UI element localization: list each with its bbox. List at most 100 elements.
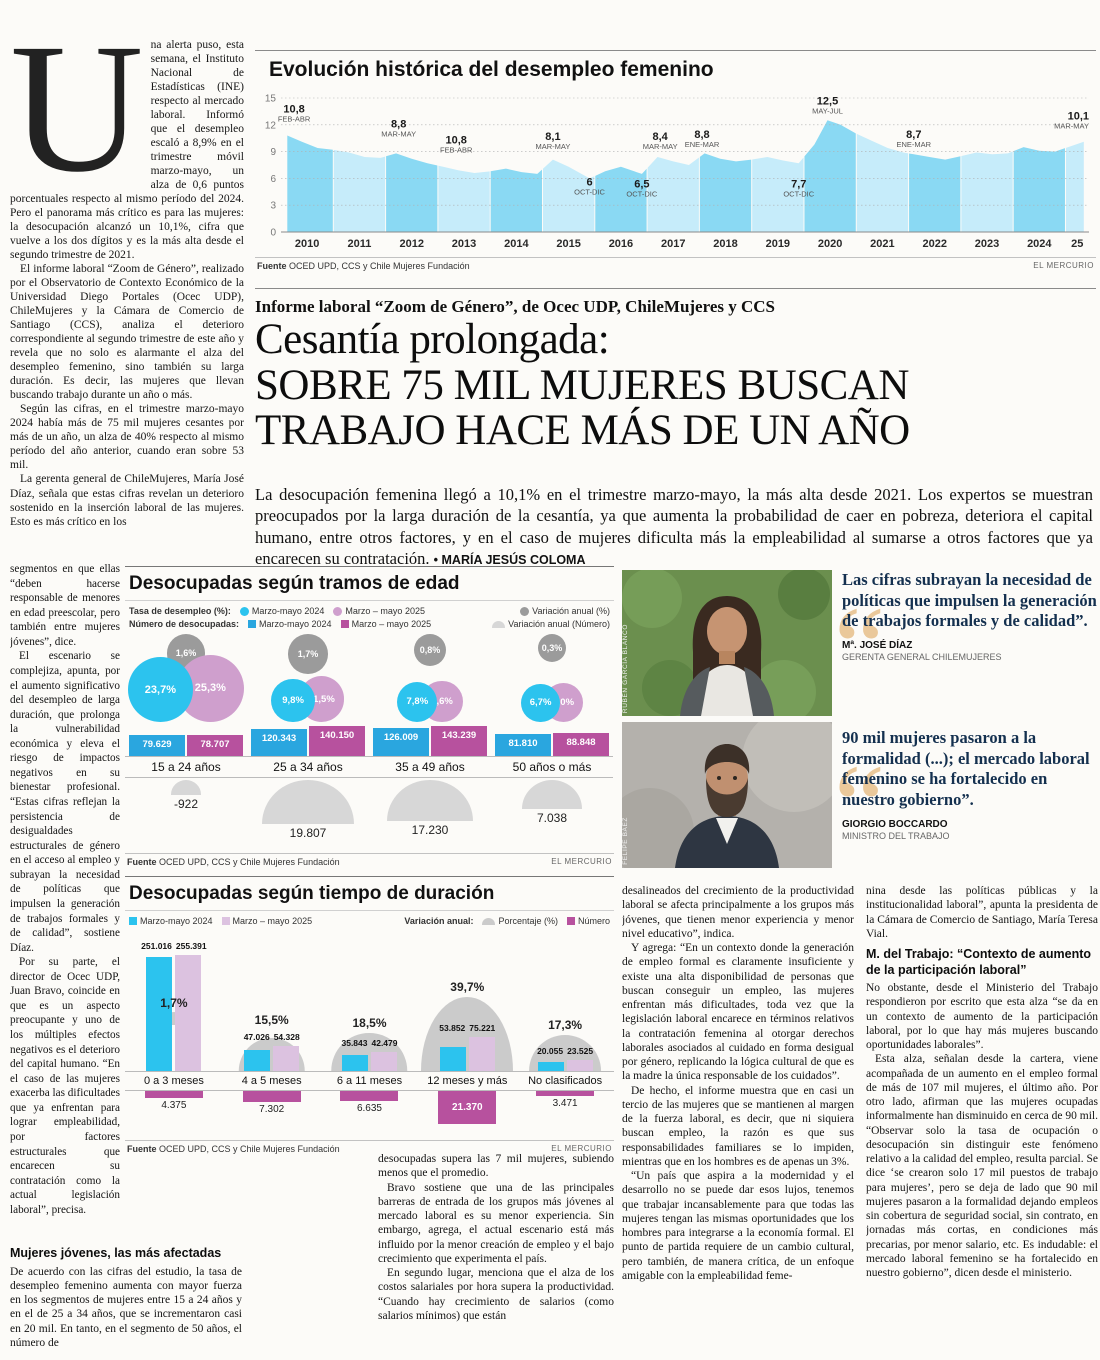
variation-arch bbox=[262, 780, 354, 824]
left-column-lower: segmentos en que ellas “deben hacerse re… bbox=[10, 562, 120, 1238]
bar-values: 35.843 42.479 bbox=[341, 1037, 398, 1048]
svg-text:8,8: 8,8 bbox=[694, 129, 709, 141]
bar-2024 bbox=[244, 1049, 271, 1071]
byline: • MARÍA JESÚS COLOMA bbox=[433, 553, 586, 568]
bar-2025 bbox=[468, 1036, 495, 1071]
quote-role: GERENTA GENERAL CHILEMUJERES bbox=[842, 651, 1002, 662]
legend-swatch-arch-icon bbox=[492, 620, 506, 628]
paragraph: De hecho, el informe muestra que en casi… bbox=[622, 1084, 854, 1168]
body-column-4: nina desde las políticas públicas y la i… bbox=[866, 884, 1098, 1358]
paragraph: La gerenta general de ChileMujeres, Marí… bbox=[10, 473, 244, 528]
duration-group: 17,3% 20.055 23.525 No clasificados 3.471 bbox=[516, 931, 614, 1137]
chart-legend: Tasa de desempleo (%): Marzo-mayo 2024 Mar… bbox=[125, 601, 614, 634]
duration-plot: 39,7% 53.852 75.221 bbox=[418, 931, 516, 1071]
number-2024-bar: 120.343 bbox=[251, 728, 307, 756]
chart-source-row: Fuente OCED UPD, CCS y Chile Mujeres Fun… bbox=[125, 853, 614, 867]
duration-bars bbox=[516, 1060, 614, 1071]
legend-item: Marzo-mayo 2024 bbox=[239, 606, 324, 616]
duration-label: No clasificados bbox=[516, 1071, 614, 1091]
paragraph: “Un país que aspira a la modernidad y el… bbox=[622, 1170, 854, 1282]
bar-values: 47.026 54.328 bbox=[243, 1032, 300, 1043]
svg-text:8,1: 8,1 bbox=[545, 131, 560, 143]
variation-number-bar bbox=[536, 1091, 595, 1097]
svg-text:7,7: 7,7 bbox=[791, 178, 806, 190]
chart-source: Fuente OCED UPD, CCS y Chile Mujeres Fun… bbox=[257, 261, 470, 271]
headline-line3: TRABAJO HACE MÁS DE UN AÑO bbox=[255, 407, 910, 455]
legend-swatch-square-icon bbox=[566, 917, 575, 925]
legend-swatch-square-icon bbox=[221, 917, 230, 925]
variation-number-zone: 7.038 bbox=[491, 778, 613, 850]
paragraph: Por su parte, el director de Ocec UDP, J… bbox=[10, 956, 120, 1216]
chart-title: Desocupadas según tramos de edad bbox=[125, 567, 614, 601]
legend-swatch-circle-icon bbox=[333, 606, 343, 616]
variation-number: 7.038 bbox=[536, 810, 568, 825]
age-groups: 1,6% 23,7% 25,3% 79.629 78.707 15 a 24 años -9… bbox=[125, 634, 614, 850]
svg-text:2015: 2015 bbox=[556, 238, 580, 250]
publication-credit: EL MERCURIO bbox=[551, 1144, 612, 1153]
chart-title: Evolución histórica del desempleo femeni… bbox=[269, 58, 714, 81]
paragraph: El escenario se complejiza, apunta, por … bbox=[10, 650, 120, 954]
paragraph: nina desde las políticas públicas y la i… bbox=[866, 885, 1098, 940]
quote-name: GIORGIO BOCCARDO bbox=[842, 818, 948, 830]
headline-line1: Cesantía prolongada: bbox=[255, 316, 610, 363]
age-groups-chart: Desocupadas según tramos de edad Tasa de… bbox=[125, 566, 614, 867]
number-2025-bar: 140.150 bbox=[309, 726, 365, 756]
duration-group: 39,7% 53.852 75.221 12 meses y más 21.370 bbox=[418, 931, 517, 1137]
paragraph: Según las cifras, en el trimestre marzo-… bbox=[10, 403, 244, 472]
chart-legend-row: Tasa de desempleo (%): Marzo-mayo 2024 Mar… bbox=[129, 606, 610, 616]
variation-number-zone: -922 bbox=[125, 778, 247, 850]
paragraph: Esta alza, señalan desde la cartera, vie… bbox=[866, 1053, 1098, 1279]
svg-text:2016: 2016 bbox=[609, 238, 633, 250]
duration-bars bbox=[223, 1046, 321, 1071]
variation-number: 6.635 bbox=[356, 1103, 382, 1115]
variation-number-zone: 21.370 bbox=[418, 1091, 516, 1137]
bar-2025 bbox=[566, 1060, 593, 1071]
quote-attribution: Mª. JOSÉ DÍAZ GERENTA GENERAL CHILEMUJER… bbox=[842, 640, 1098, 662]
paragraph: Bravo sostiene que una de las principale… bbox=[378, 1181, 614, 1265]
body-column-3: desalineados del crecimiento de la produ… bbox=[622, 884, 854, 1358]
svg-text:MAR-MAY: MAR-MAY bbox=[381, 130, 416, 139]
duration-bars bbox=[125, 954, 223, 1071]
legend-item: Marzo-mayo 2024 bbox=[248, 619, 332, 629]
variation-pct-label: 1,7% bbox=[160, 995, 188, 1010]
svg-text:MAR-MAY: MAR-MAY bbox=[536, 142, 571, 151]
variation-number-bar: 21.370 bbox=[438, 1091, 497, 1124]
variation-number-bar bbox=[340, 1091, 399, 1102]
number-2025-bar: 78.707 bbox=[187, 734, 243, 756]
rate-bubbles: 1,7% 9,8% 11,5% bbox=[247, 634, 369, 722]
quote-role: MINISTRO DEL TRABAJO bbox=[842, 830, 950, 841]
rate-2024-bubble: 23,7% bbox=[128, 657, 193, 722]
svg-text:8,7: 8,7 bbox=[906, 129, 921, 141]
quote-text: 90 mil mujeres pasaron a la formalidad (… bbox=[842, 728, 1090, 809]
chart-legend: Marzo-mayo 2024 Marzo – mayo 2025 Variació… bbox=[125, 911, 614, 931]
variation-pct-label: 17,3% bbox=[548, 1018, 583, 1032]
variation-number: 4.375 bbox=[161, 1099, 187, 1111]
svg-text:25: 25 bbox=[1071, 238, 1083, 250]
number-2024-bar: 79.629 bbox=[129, 734, 185, 756]
lede: La desocupación femenina llegó a 10,1% e… bbox=[255, 484, 1093, 570]
svg-text:10,8: 10,8 bbox=[283, 103, 304, 115]
svg-text:MAY-JUL: MAY-JUL bbox=[812, 106, 843, 115]
variation-number-bar bbox=[242, 1091, 301, 1103]
variation-pct-label: 15,5% bbox=[254, 1013, 289, 1028]
bar-2025 bbox=[370, 1051, 397, 1071]
age-group: 1,7% 9,8% 11,5% 120.343 140.150 25 a 34 años 1… bbox=[247, 634, 369, 850]
variation-pct-bubble: 0,8% bbox=[413, 634, 447, 667]
duration-plot: 18,5% 35.843 42.479 bbox=[321, 931, 419, 1071]
paragraph: desalineados del crecimiento de la produ… bbox=[622, 885, 854, 940]
quote-name: Mª. JOSÉ DÍAZ bbox=[842, 639, 913, 651]
quote-attribution: GIORGIO BOCCARDO MINISTRO DEL TRABAJO bbox=[842, 819, 1098, 841]
svg-text:2014: 2014 bbox=[504, 238, 529, 250]
paragraph: No obstante, desde el Ministerio del Tra… bbox=[866, 982, 1098, 1051]
legend-item: Marzo – mayo 2025 bbox=[333, 606, 425, 616]
variation-number-zone: 4.375 bbox=[125, 1091, 223, 1137]
svg-text:2024: 2024 bbox=[1027, 238, 1052, 250]
photo-credit: FELIPE BÁEZ bbox=[622, 817, 629, 865]
svg-text:10,1: 10,1 bbox=[1068, 110, 1089, 122]
duration-groups: 1,7% 251.016 255.391 0 a 3 meses 4.375 15,5% 4… bbox=[125, 931, 614, 1137]
portrait-photo-svg bbox=[622, 570, 832, 716]
variation-pct-label: 39,7% bbox=[450, 980, 485, 994]
chart-source: Fuente OCED UPD, CCS y Chile Mujeres Fun… bbox=[127, 1144, 340, 1154]
paragraph: En segundo lugar, menciona que el alza d… bbox=[378, 1267, 614, 1322]
svg-text:10,8: 10,8 bbox=[445, 135, 466, 147]
